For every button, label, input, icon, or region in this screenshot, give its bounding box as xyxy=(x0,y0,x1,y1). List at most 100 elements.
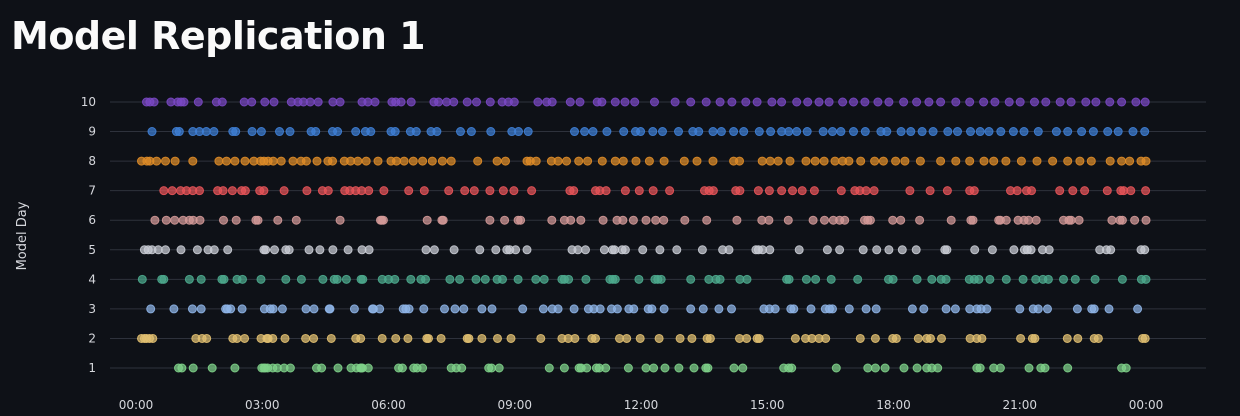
data-point xyxy=(279,186,289,196)
x-tick-label: 06:00 xyxy=(371,398,406,412)
data-point xyxy=(277,304,287,314)
data-point xyxy=(1081,97,1091,107)
data-point xyxy=(449,245,459,255)
data-point xyxy=(872,245,882,255)
data-point xyxy=(328,156,337,166)
data-point xyxy=(1077,127,1087,137)
data-point xyxy=(570,127,579,137)
data-point xyxy=(801,156,811,166)
data-point xyxy=(1102,186,1112,196)
data-point xyxy=(260,97,270,107)
data-point xyxy=(630,97,640,107)
data-point xyxy=(907,304,917,314)
data-point xyxy=(217,97,227,107)
data-point xyxy=(195,215,205,225)
data-point xyxy=(1075,156,1085,166)
data-point xyxy=(280,333,290,343)
data-point xyxy=(582,363,592,373)
data-point xyxy=(335,97,345,107)
data-point xyxy=(919,304,929,314)
data-point xyxy=(424,333,433,343)
data-point xyxy=(390,127,400,137)
data-point xyxy=(1121,363,1131,373)
data-point xyxy=(564,274,574,284)
data-point xyxy=(943,127,953,137)
data-point xyxy=(375,304,385,314)
data-point xyxy=(884,97,894,107)
data-point xyxy=(411,127,421,137)
data-point xyxy=(390,274,400,284)
data-point xyxy=(977,333,987,343)
data-point xyxy=(654,333,664,343)
data-point xyxy=(285,363,295,373)
data-point xyxy=(487,363,497,373)
data-point xyxy=(599,245,609,255)
data-point xyxy=(708,156,718,166)
data-point xyxy=(610,156,620,166)
data-point xyxy=(965,97,975,107)
data-point xyxy=(491,245,501,255)
data-point xyxy=(427,156,437,166)
data-point xyxy=(167,186,177,196)
data-point xyxy=(492,156,502,166)
data-point xyxy=(1024,215,1034,225)
data-point xyxy=(566,215,576,225)
data-point xyxy=(230,363,240,373)
data-point xyxy=(1113,127,1123,137)
data-point xyxy=(419,304,429,314)
data-point xyxy=(445,274,455,284)
data-point xyxy=(610,274,620,284)
data-point xyxy=(628,215,638,225)
data-point xyxy=(177,363,187,373)
data-point xyxy=(485,97,495,107)
data-point xyxy=(619,127,629,137)
data-point xyxy=(219,274,229,284)
data-point xyxy=(612,304,622,314)
data-point xyxy=(574,156,584,166)
data-point xyxy=(767,97,777,107)
data-point xyxy=(1033,127,1043,137)
data-point xyxy=(373,156,383,166)
data-point xyxy=(933,363,943,373)
x-tick-label: 15:00 xyxy=(750,398,785,412)
data-point xyxy=(595,304,605,314)
data-point xyxy=(473,156,483,166)
data-point xyxy=(188,363,198,373)
data-point xyxy=(716,127,726,137)
data-point xyxy=(860,97,870,107)
data-point xyxy=(790,333,800,343)
data-point xyxy=(970,245,980,255)
data-point xyxy=(240,186,250,196)
y-tick-label: 8 xyxy=(88,154,96,168)
data-point xyxy=(273,215,283,225)
data-point xyxy=(1091,97,1101,107)
data-point xyxy=(281,274,291,284)
data-point xyxy=(679,156,689,166)
data-point xyxy=(137,274,147,284)
data-point xyxy=(995,363,1005,373)
data-point xyxy=(450,304,460,314)
data-point xyxy=(231,215,241,225)
data-point xyxy=(1105,156,1115,166)
data-point xyxy=(897,245,907,255)
data-point xyxy=(1107,215,1117,225)
data-point xyxy=(686,274,696,284)
data-point xyxy=(418,363,428,373)
data-point xyxy=(912,97,922,107)
data-point xyxy=(444,186,454,196)
data-point xyxy=(237,304,247,314)
data-point xyxy=(1024,363,1034,373)
data-point xyxy=(689,363,699,373)
data-point xyxy=(147,127,157,137)
data-point xyxy=(648,186,658,196)
data-point xyxy=(1044,245,1054,255)
data-point xyxy=(418,156,428,166)
data-point xyxy=(159,274,169,284)
data-point xyxy=(583,156,593,166)
data-point xyxy=(882,127,892,137)
data-point xyxy=(601,186,611,196)
data-point xyxy=(209,245,219,255)
data-point xyxy=(1117,156,1127,166)
data-point xyxy=(692,156,702,166)
